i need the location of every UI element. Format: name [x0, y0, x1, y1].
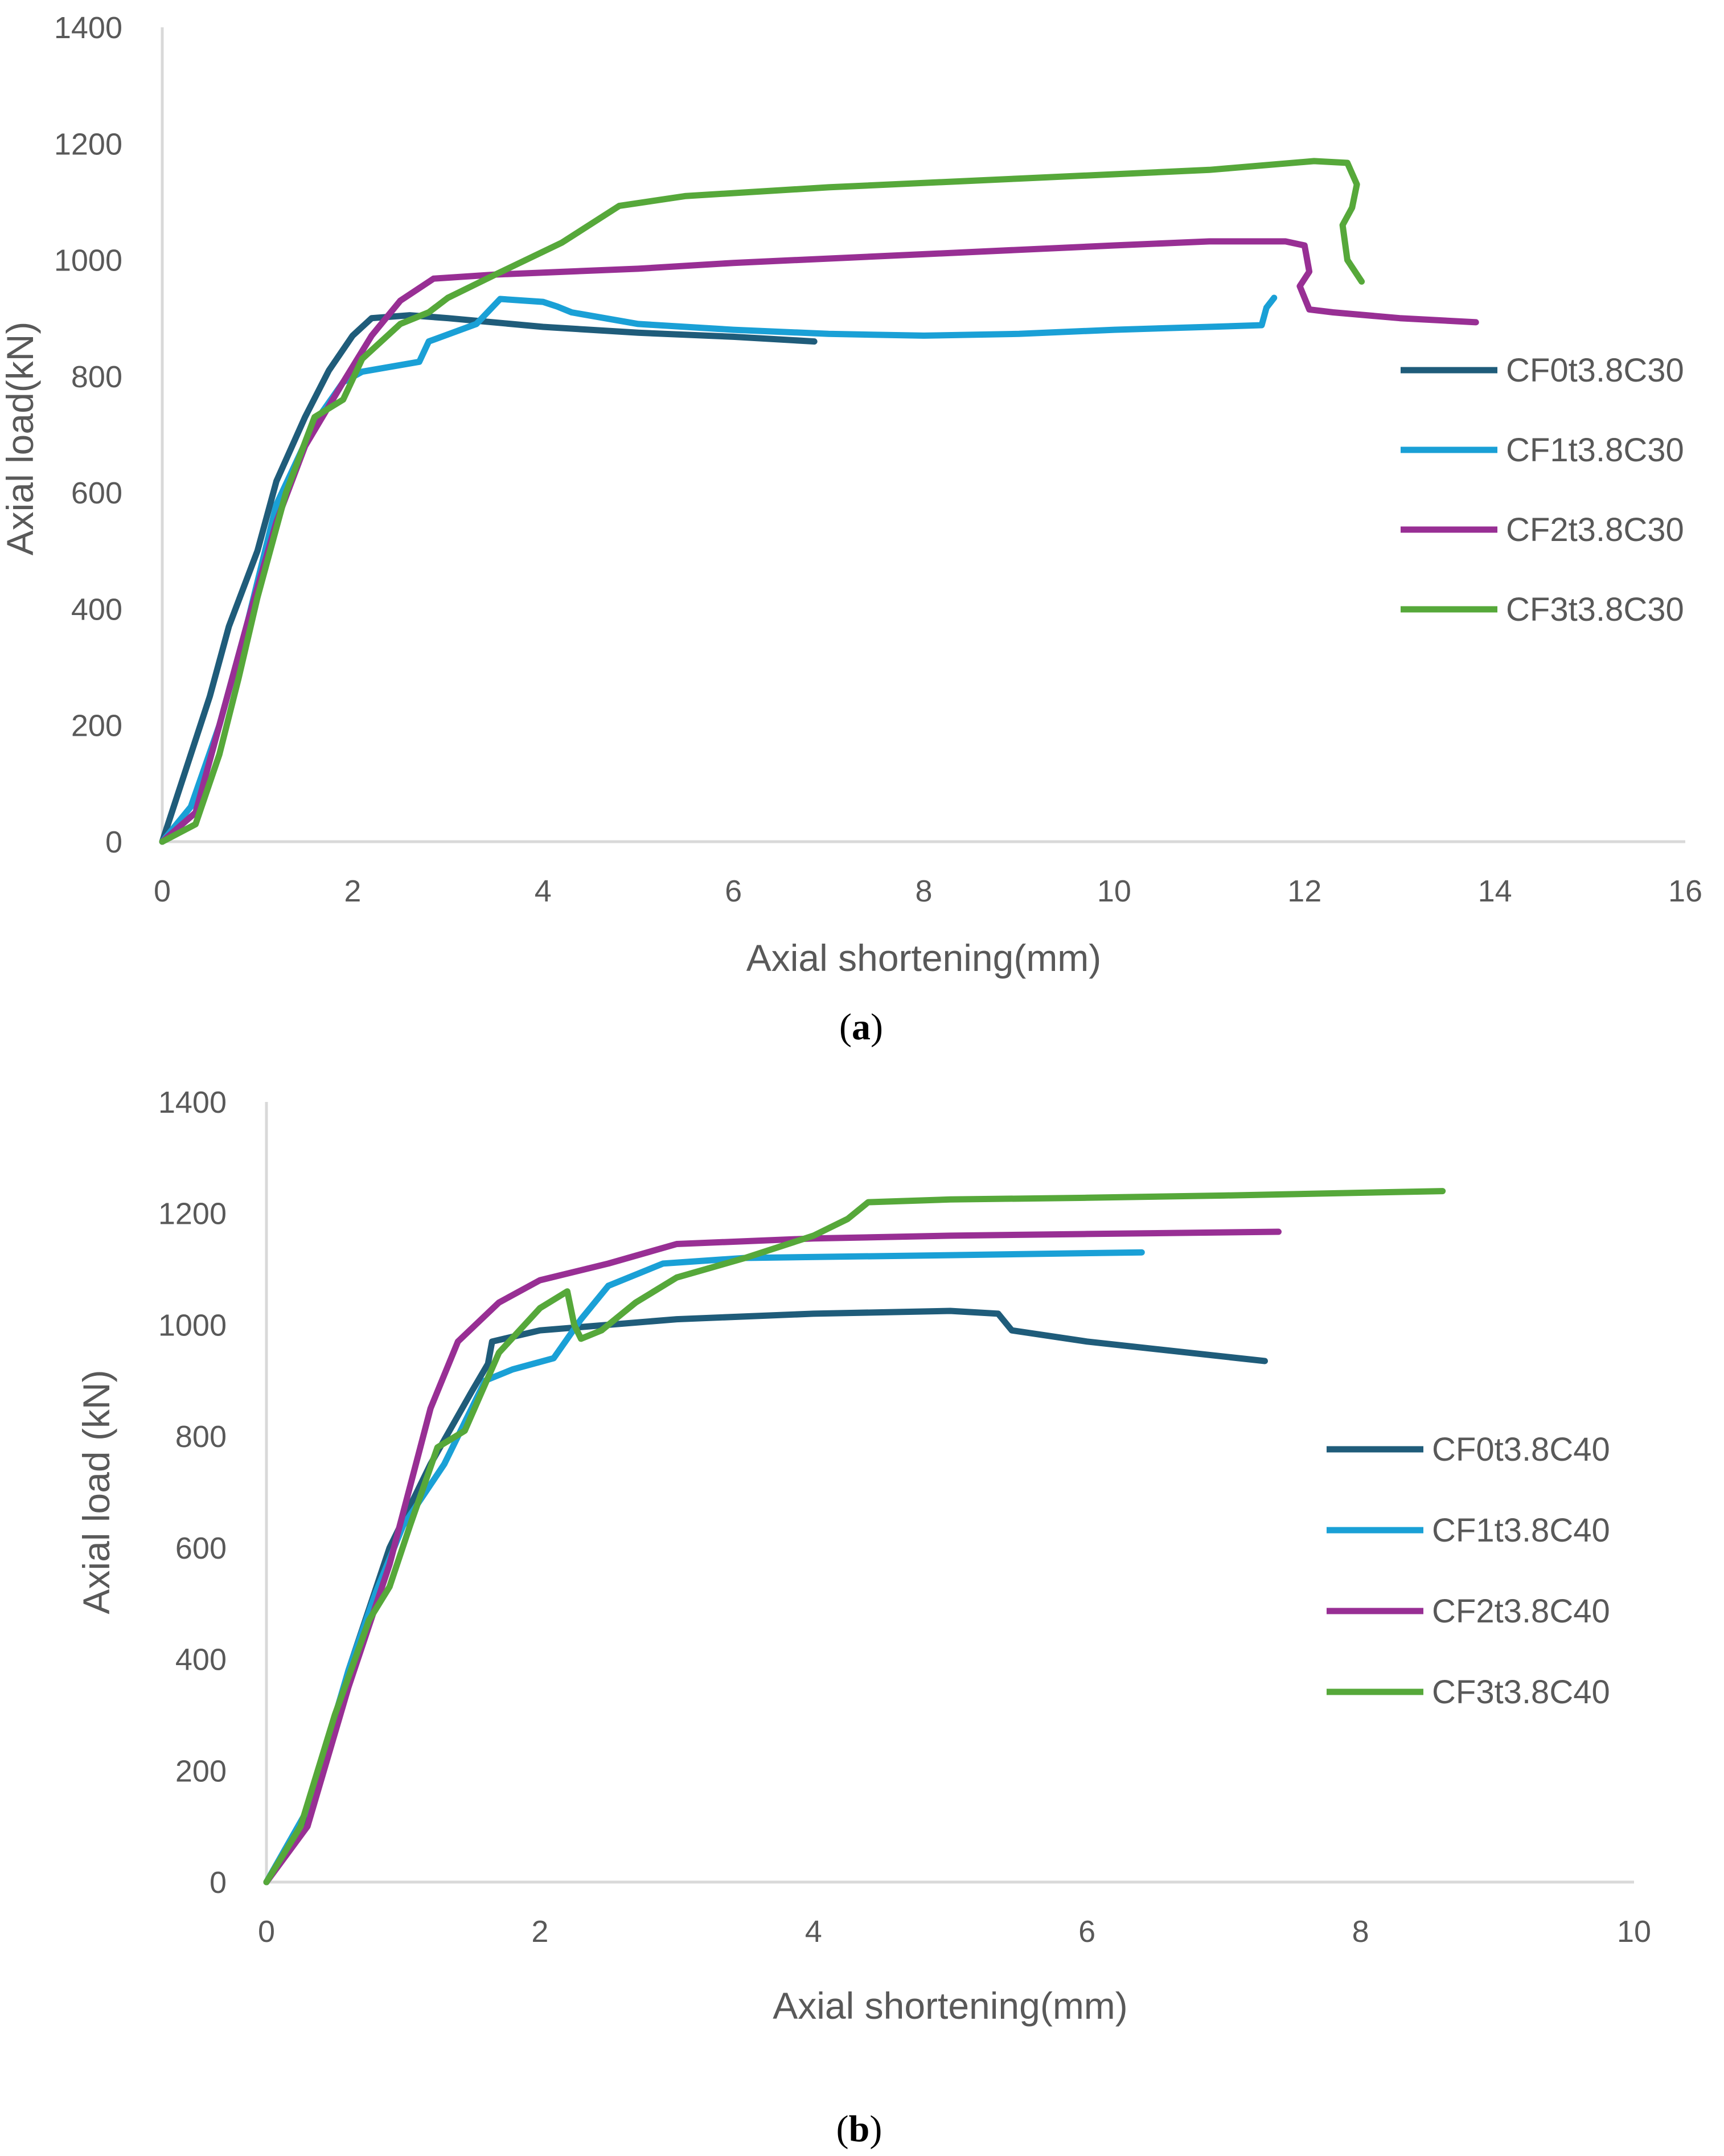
figure-caption: (b) — [836, 2108, 882, 2150]
y-tick-label: 600 — [71, 476, 122, 510]
y-tick-label: 600 — [175, 1531, 227, 1565]
series-line-CF3t3.8C40 — [263, 1188, 1446, 1886]
y-tick-label: 0 — [105, 825, 122, 859]
x-tick-label: 0 — [154, 874, 171, 908]
legend-label: CF0t3.8C40 — [1432, 1431, 1610, 1468]
y-tick-label: 1400 — [158, 1085, 227, 1120]
y-tick-label: 1200 — [158, 1197, 227, 1231]
x-tick-label: 10 — [1097, 874, 1131, 908]
x-tick-label: 12 — [1287, 874, 1321, 908]
y-tick-label: 400 — [175, 1643, 227, 1677]
x-tick-label: 2 — [344, 874, 361, 908]
x-tick-label: 8 — [1352, 1915, 1369, 1949]
x-tick-label: 6 — [1078, 1915, 1095, 1949]
x-axis-title: Axial shortening(mm) — [773, 1985, 1128, 2027]
x-tick-label: 4 — [805, 1915, 822, 1949]
y-tick-label: 200 — [175, 1754, 227, 1788]
legend-label: CF3t3.8C30 — [1506, 591, 1684, 628]
y-tick-label: 1000 — [54, 244, 122, 278]
y-tick-label: 1000 — [158, 1308, 227, 1342]
y-tick-label: 800 — [175, 1420, 227, 1454]
legend-label: CF1t3.8C40 — [1432, 1512, 1610, 1549]
x-tick-label: 16 — [1668, 874, 1702, 908]
y-tick-label: 1200 — [54, 127, 122, 161]
x-tick-label: 8 — [915, 874, 932, 908]
figure-caption: (a) — [839, 1006, 883, 1048]
series-line-CF0t3.8C40 — [263, 1307, 1268, 1886]
x-tick-label: 14 — [1478, 874, 1512, 908]
y-tick-label: 200 — [71, 709, 122, 743]
x-tick-label: 10 — [1617, 1915, 1651, 1949]
series-line-CF2t3.8C40 — [263, 1228, 1282, 1886]
series-line-CF1t3.8C30 — [159, 294, 1278, 845]
legend-label: CF3t3.8C40 — [1432, 1674, 1610, 1711]
legend-label: CF2t3.8C40 — [1432, 1593, 1610, 1630]
y-tick-label: 0 — [210, 1866, 227, 1900]
series-line-CF0t3.8C30 — [159, 312, 818, 845]
y-tick-label: 1400 — [54, 11, 122, 45]
y-tick-label: 400 — [71, 592, 122, 626]
y-axis-title: Axial load(kN) — [0, 322, 41, 556]
series-line-CF3t3.8C30 — [159, 158, 1365, 845]
legend-label: CF0t3.8C30 — [1506, 352, 1684, 389]
x-tick-label: 4 — [535, 874, 552, 908]
legend-label: CF1t3.8C30 — [1506, 432, 1684, 469]
y-tick-label: 800 — [71, 360, 122, 394]
chart-b: 0 200 400 600 800 1000 1200 1400 0 2 4 6 8 10 Axial sh… — [75, 1085, 1651, 2150]
chart-a: 0 200 400 600 800 1000 1200 1400 0 2 4 6 8 10 12 14 16 Ax… — [0, 11, 1702, 1048]
y-axis-title: Axial load (kN) — [75, 1370, 117, 1614]
x-tick-label: 6 — [725, 874, 742, 908]
x-axis-title: Axial shortening(mm) — [746, 937, 1102, 979]
x-tick-label: 2 — [531, 1915, 548, 1949]
x-tick-label: 0 — [258, 1915, 275, 1949]
legend-label: CF2t3.8C30 — [1506, 511, 1684, 548]
